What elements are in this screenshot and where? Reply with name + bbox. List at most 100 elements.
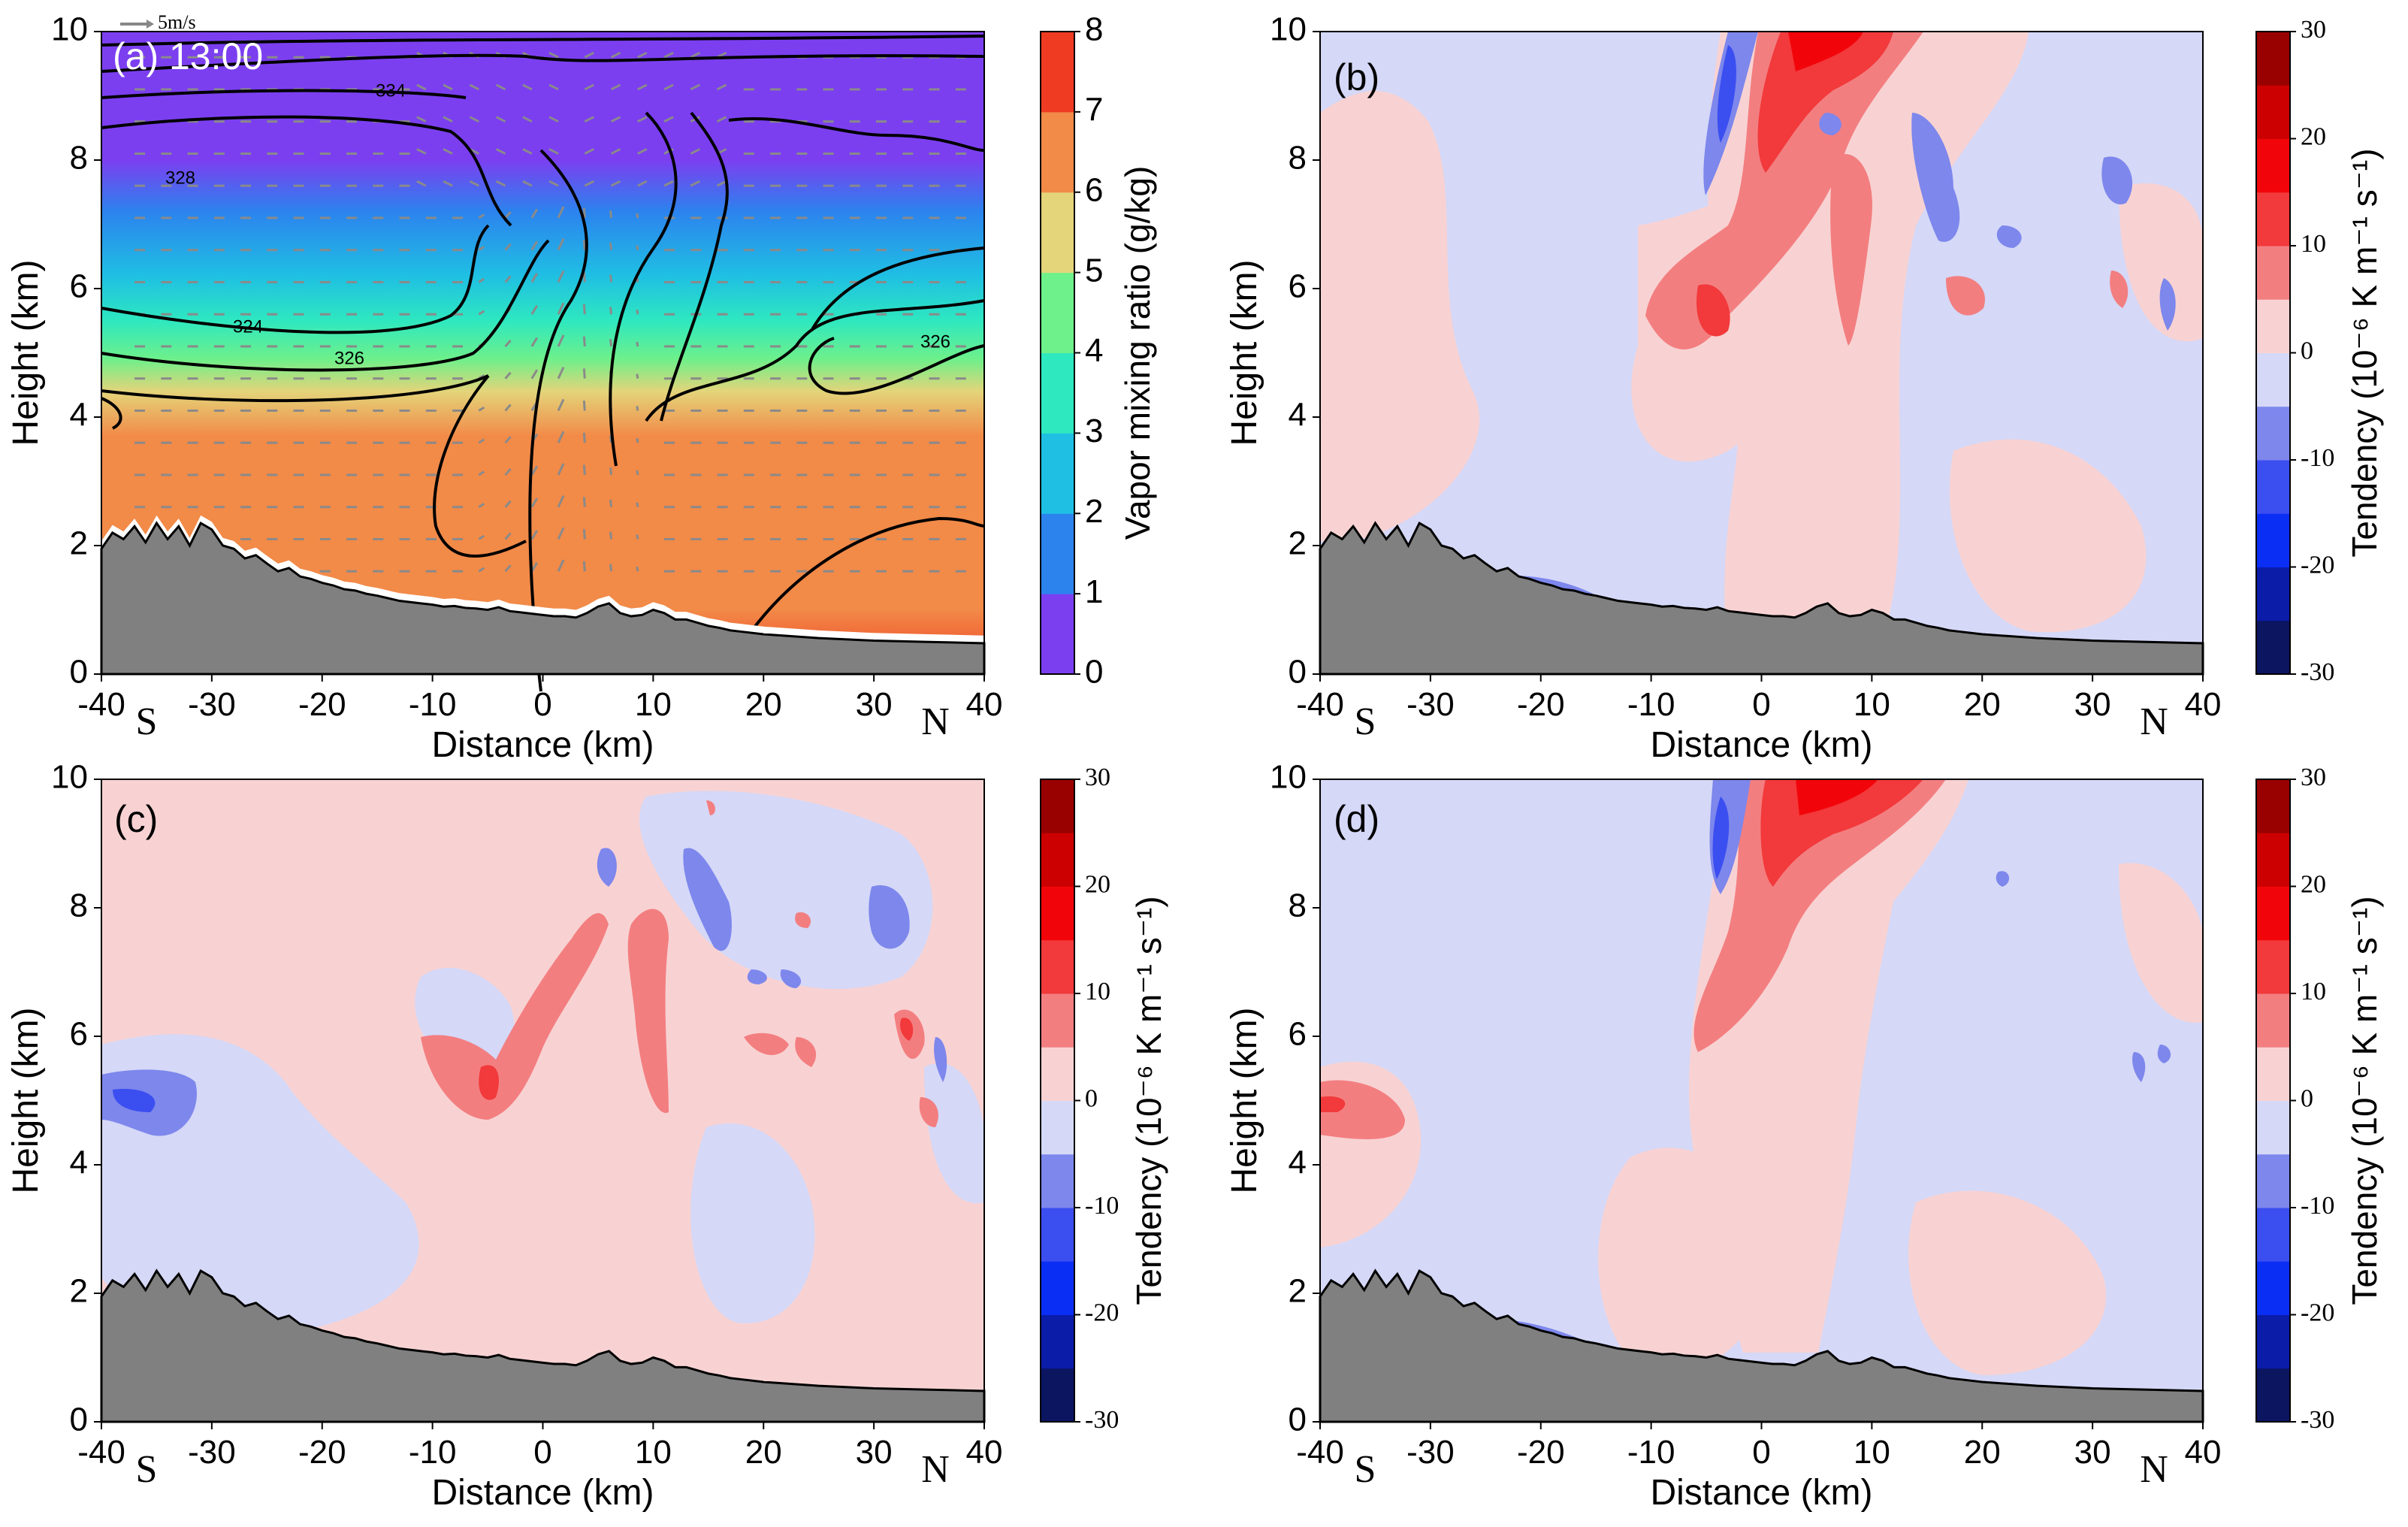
colorbar-swatch [2256,192,2290,246]
wind-vector [636,534,639,540]
x-axis-label: Distance (km) [431,725,654,765]
theta-contour [101,239,550,372]
wind-vector [637,180,648,187]
colorbar-swatch [1041,1208,1074,1262]
theta-contours [101,35,985,692]
y-tick-label: 10 [51,759,88,796]
wind-vector [716,83,727,91]
y-tick-label: 2 [70,525,88,562]
colorbar-tick-label: -20 [2301,1299,2334,1326]
direction-south: S [1355,1448,1376,1491]
y-tick-label: 8 [70,140,88,177]
x-tick-label: 20 [1964,686,2001,723]
colorbar-swatch [1041,1368,1074,1423]
theta-contour [808,337,985,395]
colorbar-swatch [1041,779,1074,833]
tendency-red-region [1693,779,1946,1052]
wind-vector [609,531,613,540]
y-tick-label: 4 [1289,1144,1307,1181]
x-tick-label: -10 [409,1434,457,1471]
y-tick-label: 0 [70,654,88,691]
colorbar-tick-label: 10 [2301,978,2326,1005]
wind-vector [416,148,427,155]
x-tick-label: -40 [77,686,125,723]
x-tick-label: 10 [1854,1434,1890,1471]
x-tick-label: 20 [745,1434,782,1471]
colorbar-swatch [1041,1314,1074,1369]
colorbar-swatch [2256,406,2290,461]
wind-vector [582,497,586,507]
panel-a: 334 328 324 326 326 5m/s (a) 13:00 -40 -3… [6,11,1157,765]
colorbar-swatch [2256,299,2290,353]
wind-vector [582,401,586,411]
tendency-blue-region [2101,156,2133,204]
wind-vector [504,211,512,219]
wind-vector [416,180,427,187]
tendency-strong-red-region [1320,1096,1346,1112]
colorbar-tick-label: 2 [1085,493,1103,530]
tendency-blue-region [869,885,910,949]
theta-contour [609,111,678,467]
wind-vector [584,148,594,155]
panel-c-label: (c) [114,798,158,840]
colorbar-swatch [2256,886,2290,941]
tendency-blue-region [2159,278,2176,331]
tendency-red-region [795,1037,817,1067]
wind-vector [636,213,639,219]
x-tick-label: 0 [1752,686,1770,723]
tendency-blue-region [934,1037,947,1082]
x-tick-label: -20 [298,686,346,723]
colorbar-swatch [2256,1261,2290,1315]
theta-label: 326 [920,331,950,352]
colorbar-swatch [1041,833,1074,887]
wind-vector [548,51,559,59]
y-tick-label: 0 [1289,1402,1307,1438]
x-tick-label: 30 [856,686,893,723]
wind-vector [478,246,485,251]
wind-vector [610,148,621,155]
colorbar-swatch [1041,192,1074,274]
wind-vector [716,180,727,187]
y-tick-label: 10 [51,11,88,48]
vector-key-label: 5m/s [158,11,196,33]
wind-vector [663,180,674,187]
theta-contour [645,299,985,422]
colorbar-swatch [1041,32,1074,113]
wind-vector [478,406,485,412]
y-tick-label: 6 [70,268,88,305]
wind-vector [548,83,559,91]
colorbar-swatch [2256,567,2290,621]
colorbar-label: Tendency (10⁻⁶ K m⁻¹ s⁻¹) [1129,896,1168,1305]
wind-vector [582,336,586,347]
panel-b-label: (b) [1334,56,1379,98]
wind-vector [557,334,565,347]
colorbar-tick-label: -30 [2301,658,2334,686]
panel-d-colorbar: -30 -20 -10 0 10 20 30 Tendency (10⁻⁶ K m⁻¹ s⁻¹… [2255,764,2384,1434]
tendency-red-region [2110,271,2129,308]
wind-vector [557,270,565,283]
tendency-blue-region [1911,113,1960,242]
tendency-blue-region [2132,1052,2146,1082]
wind-vector [557,302,565,315]
wind-vector [609,242,613,250]
tendency-blue-region [1819,113,1842,135]
wind-vector [557,206,565,219]
y-tick-label: 8 [70,887,88,924]
wind-vector [690,83,700,91]
x-tick-label: -20 [1517,686,1565,723]
tendency-positive-region [1320,91,1480,542]
wind-vector [469,180,479,187]
colorbar-swatch [2256,993,2290,1048]
wind-vector [504,532,512,540]
x-tick-label: -10 [409,686,457,723]
tendency-red-region [627,909,669,1113]
wind-vector [557,527,565,540]
colorbar-swatch [1041,1261,1074,1315]
wind-vector [504,564,512,573]
theta-contour [101,224,490,334]
wind-vector [609,307,613,315]
wind-vector [557,559,565,572]
direction-north: N [921,1448,950,1491]
y-tick-label: 4 [70,397,88,434]
